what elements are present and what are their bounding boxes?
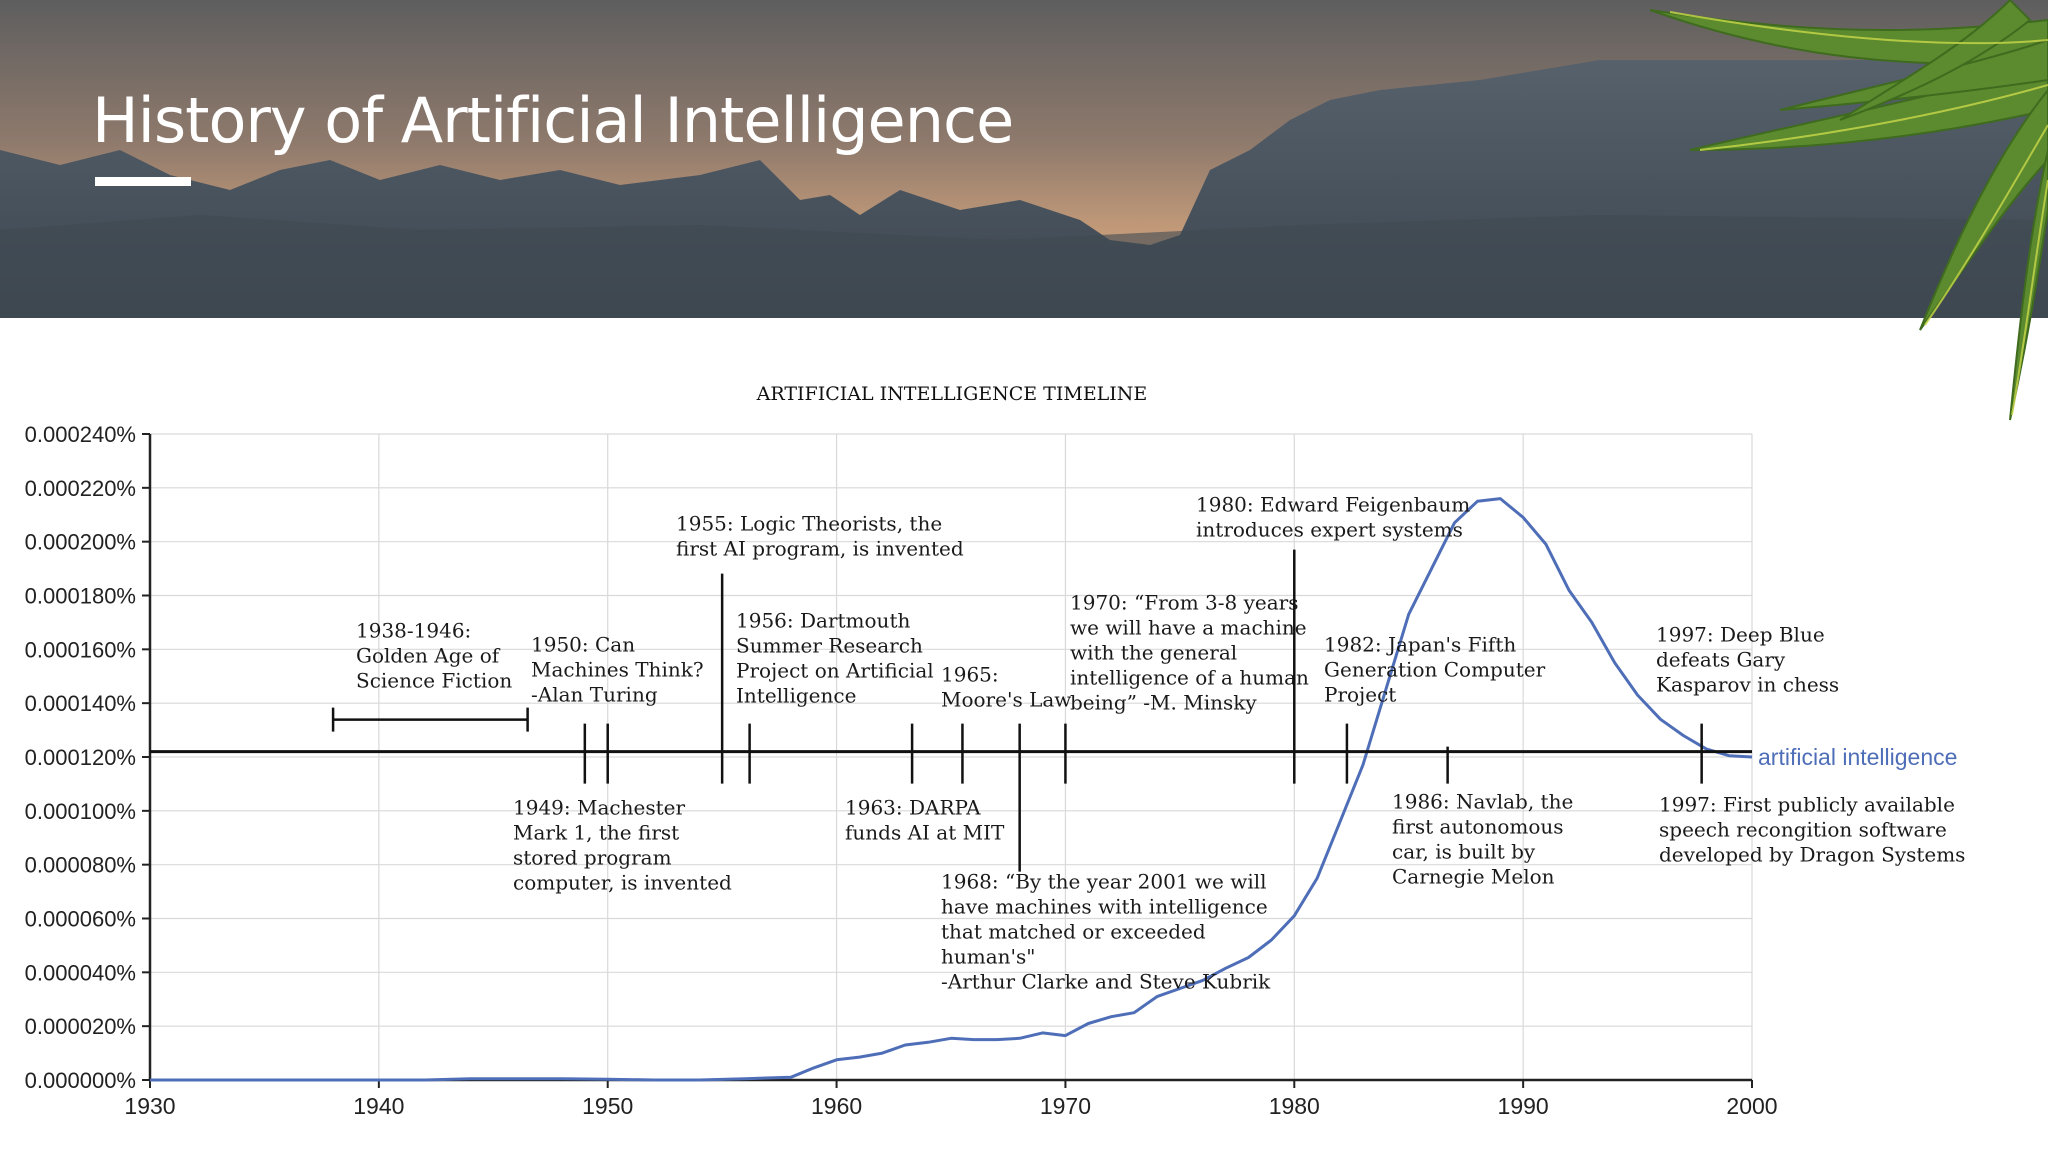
event-label-line: 1997: Deep Blue xyxy=(1656,623,1825,647)
event-label: 1986: Navlab, the first autonomous car, is… xyxy=(1392,790,1573,889)
palm-leaves-image xyxy=(1649,0,2048,421)
x-tick-label: 1980 xyxy=(1269,1093,1320,1119)
event-label-line: have machines with intelligence xyxy=(941,895,1268,919)
event-label: 1949: Machester Mark 1, the first stored p… xyxy=(513,796,732,895)
event-label: 1963: DARPA funds AI at MIT xyxy=(845,796,1005,845)
event-label: 1980: Edward Feigenbaum introduces expert… xyxy=(1196,493,1470,542)
title-underline xyxy=(95,177,191,186)
y-tick-label: 0.000040% xyxy=(25,960,136,985)
event-label-line: -Alan Turing xyxy=(531,683,658,707)
event-label-line: that matched or exceeded xyxy=(941,920,1206,944)
x-tick-label: 1940 xyxy=(353,1093,404,1119)
y-tick-label: 0.000100% xyxy=(25,799,136,824)
event-label-line: 1963: DARPA xyxy=(845,796,981,820)
y-tick-label: 0.000000% xyxy=(25,1068,136,1093)
x-tick-label: 1970 xyxy=(1040,1093,1091,1119)
event-label-line: -Arthur Clarke and Steve Kubrik xyxy=(941,970,1271,994)
event-label-line: introduces expert systems xyxy=(1196,518,1463,542)
event-label: 1955: Logic Theorists, the first AI progr… xyxy=(676,512,964,561)
event-label-line: 1949: Machester xyxy=(513,796,685,820)
event-label-line: 1982: Japan's Fifth xyxy=(1324,633,1516,657)
x-axis: 1930 1940 1950 1960 1970 1980 1990 2000 xyxy=(124,1078,1778,1119)
series-group xyxy=(150,497,1753,1082)
event-label-line: Golden Age of xyxy=(356,644,501,668)
event-timeline: 1938-1946: Golden Age of Science Fiction19… xyxy=(150,493,1965,994)
event-label-line: defeats Gary xyxy=(1656,648,1786,672)
y-tick-label: 0.000140% xyxy=(25,691,136,716)
event-label-line: human's" xyxy=(941,945,1036,969)
mountain-landscape-image xyxy=(0,0,2048,318)
event-label-line: Project on Artificial xyxy=(736,659,934,683)
event-label-line: first autonomous xyxy=(1392,815,1564,839)
event-label-line: 1965: xyxy=(941,663,999,687)
y-tick-label: 0.000240% xyxy=(25,422,136,447)
chart-title: ARTIFICIAL INTELLIGENCE TIMELINE xyxy=(756,383,1148,405)
event-label-line: 1970: “From 3-8 years xyxy=(1070,591,1298,615)
event-label-line: being” -M. Minsky xyxy=(1070,691,1257,715)
x-tick-label: 1950 xyxy=(582,1093,633,1119)
event-label-line: Kasparov in chess xyxy=(1656,673,1839,697)
event-label-line: Moore's Law xyxy=(941,688,1071,712)
event-label-line: Project xyxy=(1324,683,1396,707)
y-tick-label: 0.000220% xyxy=(25,476,136,501)
event-label: 1950: Can Machines Think? -Alan Turing xyxy=(531,633,704,707)
legend-series-label: artificial intelligence xyxy=(1758,744,1957,770)
event-label: 1982: Japan's Fifth Generation Computer Pr… xyxy=(1324,633,1546,707)
event-label-line: 1980: Edward Feigenbaum xyxy=(1196,493,1470,517)
event-label-line: Generation Computer xyxy=(1324,658,1546,682)
event-label-line: 1956: Dartmouth xyxy=(736,609,910,633)
event-label: 1968: “By the year 2001 we will have mach… xyxy=(941,870,1271,994)
y-tick-label: 0.000080% xyxy=(25,853,136,878)
event-label-line: funds AI at MIT xyxy=(845,821,1005,845)
event-label: 1997: First publicly available speech rec… xyxy=(1659,793,1965,867)
page-title: History of Artificial Intelligence xyxy=(92,84,1014,157)
event-label-line: developed by Dragon Systems xyxy=(1659,843,1965,867)
event-label-line: Summer Research xyxy=(736,634,923,658)
x-tick-label: 2000 xyxy=(1726,1093,1777,1119)
event-label-line: Science Fiction xyxy=(356,669,512,693)
event-label-line: computer, is invented xyxy=(513,871,732,895)
event-label-1938: 1938-1946: Golden Age of Science Fiction xyxy=(356,619,512,693)
event-label: 1965: Moore's Law xyxy=(941,663,1071,712)
event-label-line: 1955: Logic Theorists, the xyxy=(676,512,942,536)
event-label: 1970: “From 3-8 years we will have a mach… xyxy=(1070,591,1309,715)
event-label-line: 1997: First publicly available xyxy=(1659,793,1955,817)
event-label-line: Carnegie Melon xyxy=(1392,865,1555,889)
y-tick-label: 0.000060% xyxy=(25,907,136,932)
title-banner: History of Artificial Intelligence xyxy=(0,0,2048,318)
event-label-line: intelligence of a human xyxy=(1070,666,1309,690)
x-tick-label: 1990 xyxy=(1498,1093,1549,1119)
y-tick-label: 0.000020% xyxy=(25,1014,136,1039)
x-tick-label: 1960 xyxy=(811,1093,862,1119)
event-label-line: 1968: “By the year 2001 we will xyxy=(941,870,1267,894)
event-label-line: Intelligence xyxy=(736,684,856,708)
event-label-line: 1938-1946: xyxy=(356,619,471,643)
series-line-0 xyxy=(150,497,1753,1082)
x-tick-label: 1930 xyxy=(124,1093,175,1119)
event-label-line: speech recongition software xyxy=(1659,818,1947,842)
event-label-line: car, is built by xyxy=(1392,840,1536,864)
event-label-line: we will have a machine xyxy=(1070,616,1307,640)
event-label: 1997: Deep Blue defeats Gary Kasparov in c… xyxy=(1656,623,1839,697)
event-label-line: 1986: Navlab, the xyxy=(1392,790,1573,814)
event-label-line: Mark 1, the first xyxy=(513,821,679,845)
y-tick-label: 0.000200% xyxy=(25,530,136,555)
y-tick-label: 0.000180% xyxy=(25,584,136,609)
event-label-line: Machines Think? xyxy=(531,658,704,682)
event-label-line: first AI program, is invented xyxy=(676,537,964,561)
y-tick-label: 0.000160% xyxy=(25,637,136,662)
event-label-line: 1950: Can xyxy=(531,633,635,657)
event-label: 1956: Dartmouth Summer Research Project on… xyxy=(736,609,934,708)
y-axis: 0.000000% 0.000020% 0.000040% 0.000060% 0.00… xyxy=(25,422,152,1093)
event-label-line: stored program xyxy=(513,846,672,870)
y-tick-label: 0.000120% xyxy=(25,745,136,770)
event-label-line: with the general xyxy=(1070,641,1237,665)
ai-timeline-chart: ARTIFICIAL INTELLIGENCE TIMELINE 0.00000… xyxy=(25,383,1966,1119)
